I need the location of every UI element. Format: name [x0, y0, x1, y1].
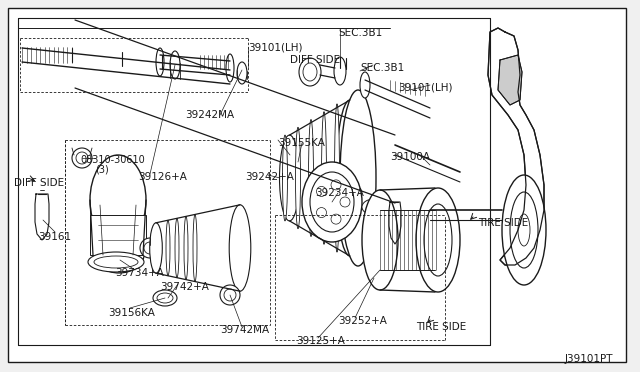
- Ellipse shape: [331, 180, 341, 190]
- Ellipse shape: [310, 172, 354, 232]
- Ellipse shape: [144, 242, 156, 254]
- Text: 39100A: 39100A: [390, 152, 430, 162]
- Text: 39161: 39161: [38, 232, 71, 242]
- Text: 39242MA: 39242MA: [185, 110, 234, 120]
- Ellipse shape: [170, 51, 180, 79]
- Text: (3): (3): [95, 164, 109, 174]
- Text: 39252+A: 39252+A: [338, 316, 387, 326]
- Text: 08310-30610: 08310-30610: [80, 155, 145, 165]
- Ellipse shape: [334, 57, 346, 85]
- Ellipse shape: [94, 237, 144, 273]
- Text: 39101(LH): 39101(LH): [248, 42, 303, 52]
- Ellipse shape: [229, 205, 251, 291]
- Ellipse shape: [424, 204, 452, 276]
- Ellipse shape: [302, 162, 362, 242]
- Ellipse shape: [336, 100, 364, 256]
- Ellipse shape: [510, 192, 538, 268]
- Bar: [90, 215, 146, 255]
- Ellipse shape: [224, 289, 236, 301]
- Ellipse shape: [72, 148, 92, 168]
- Ellipse shape: [156, 48, 164, 76]
- Polygon shape: [488, 28, 544, 265]
- Ellipse shape: [166, 220, 170, 276]
- Text: DIFF SIDE: DIFF SIDE: [290, 55, 340, 65]
- Text: 39242+A: 39242+A: [245, 172, 294, 182]
- Ellipse shape: [502, 175, 546, 285]
- Ellipse shape: [184, 217, 188, 280]
- Text: TIRE SIDE: TIRE SIDE: [478, 218, 528, 228]
- Ellipse shape: [90, 155, 146, 245]
- Text: SEC.3B1: SEC.3B1: [360, 63, 404, 73]
- Ellipse shape: [296, 127, 301, 229]
- Ellipse shape: [280, 135, 300, 221]
- Ellipse shape: [518, 214, 530, 246]
- Ellipse shape: [88, 252, 144, 272]
- Text: 39734+A: 39734+A: [115, 268, 164, 278]
- Text: 39125+A: 39125+A: [296, 336, 345, 346]
- Text: 39101(LH): 39101(LH): [398, 82, 452, 92]
- Polygon shape: [498, 55, 522, 105]
- Ellipse shape: [175, 218, 179, 278]
- Ellipse shape: [153, 290, 177, 306]
- Ellipse shape: [303, 63, 317, 81]
- Ellipse shape: [317, 186, 326, 196]
- Ellipse shape: [308, 119, 314, 237]
- Ellipse shape: [150, 223, 163, 273]
- Ellipse shape: [416, 188, 460, 292]
- Ellipse shape: [226, 54, 234, 82]
- Ellipse shape: [140, 238, 160, 258]
- Text: J39101PT: J39101PT: [565, 354, 614, 364]
- Ellipse shape: [94, 256, 138, 268]
- Text: 39156KA: 39156KA: [108, 308, 155, 318]
- Ellipse shape: [331, 214, 341, 224]
- Text: 39126+A: 39126+A: [138, 172, 187, 182]
- Ellipse shape: [340, 90, 376, 266]
- Text: 39155KA: 39155KA: [278, 138, 325, 148]
- Text: DIFF SIDE: DIFF SIDE: [14, 178, 64, 188]
- Ellipse shape: [76, 152, 88, 164]
- Ellipse shape: [220, 285, 240, 305]
- Ellipse shape: [317, 208, 326, 218]
- Ellipse shape: [282, 135, 287, 221]
- Ellipse shape: [157, 293, 173, 303]
- Text: TIRE SIDE: TIRE SIDE: [416, 322, 467, 332]
- Ellipse shape: [360, 72, 370, 98]
- Text: 39742MA: 39742MA: [220, 325, 269, 335]
- Ellipse shape: [335, 104, 339, 252]
- Ellipse shape: [362, 199, 386, 215]
- Ellipse shape: [340, 197, 350, 207]
- Ellipse shape: [193, 214, 197, 282]
- Ellipse shape: [321, 112, 326, 244]
- Text: 39742+A: 39742+A: [160, 282, 209, 292]
- Text: 39234+A: 39234+A: [315, 188, 364, 198]
- Ellipse shape: [299, 58, 321, 86]
- Ellipse shape: [237, 62, 247, 84]
- Text: SEC.3B1: SEC.3B1: [338, 28, 382, 38]
- Ellipse shape: [362, 190, 398, 290]
